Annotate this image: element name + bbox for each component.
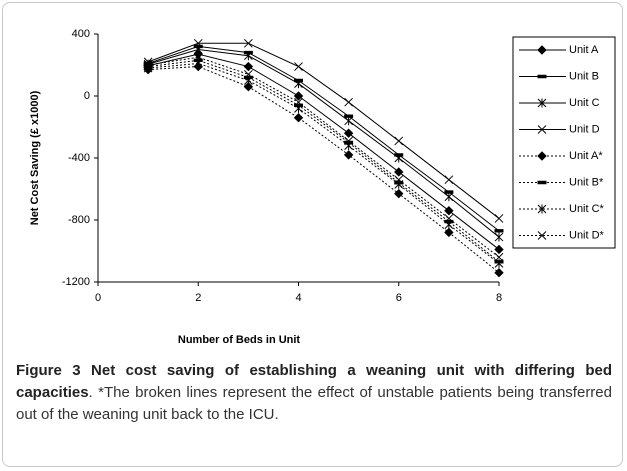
marker — [444, 227, 454, 238]
legend-label: Unit C — [569, 97, 600, 109]
caption-title: Net cost saving of establishing a weanin… — [16, 362, 612, 401]
x-tick-label: 4 — [295, 292, 301, 304]
caption-text: . *The broken lines represent the effect… — [16, 384, 612, 423]
legend-label: Unit A — [569, 44, 599, 56]
legend-box — [512, 36, 616, 249]
marker — [394, 136, 404, 146]
marker — [394, 167, 404, 177]
caption: Figure 3 Net cost saving of establishing… — [16, 360, 612, 426]
legend-label: Unit D — [569, 123, 600, 135]
legend-label: Unit A* — [569, 150, 603, 162]
marker — [344, 141, 353, 151]
marker — [444, 205, 454, 216]
marker — [294, 97, 303, 107]
figure-frame — [2, 2, 623, 467]
y-tick-label: 400 — [72, 28, 90, 40]
marker — [343, 128, 354, 138]
marker — [293, 91, 304, 101]
legend-label: Unit D* — [569, 229, 605, 241]
marker — [193, 45, 203, 54]
marker — [537, 125, 547, 134]
legend-label: Unit B* — [569, 176, 604, 188]
y-tick-label: -800 — [68, 214, 90, 226]
marker — [344, 97, 353, 107]
marker — [537, 180, 547, 185]
series-line — [147, 42, 500, 219]
marker — [444, 220, 454, 230]
marker — [494, 214, 504, 223]
marker — [494, 258, 504, 268]
marker — [143, 60, 153, 70]
marker — [394, 175, 404, 185]
marker — [344, 136, 353, 146]
marker — [394, 188, 404, 199]
marker — [294, 103, 303, 113]
marker — [494, 267, 504, 278]
legend-label: Unit C* — [569, 203, 605, 215]
marker — [343, 150, 354, 160]
y-tick-label: -400 — [68, 152, 90, 164]
series-line — [147, 48, 500, 238]
marker — [243, 81, 254, 92]
marker — [494, 232, 504, 242]
marker — [537, 204, 547, 214]
series-line — [148, 53, 500, 250]
marker — [537, 74, 547, 79]
marker — [537, 98, 547, 108]
marker — [494, 229, 504, 233]
x-tick-label: 2 — [195, 292, 201, 304]
marker — [193, 38, 203, 48]
marker — [394, 153, 404, 163]
marker — [193, 52, 203, 62]
x-tick-label: 0 — [95, 292, 101, 304]
marker — [294, 79, 303, 89]
chart: Number of Beds in Unit Net Cost Saving (… — [29, 28, 616, 346]
y-axis-title: Net Cost Saving (£ x1000) — [29, 90, 41, 225]
x-tick-label: 6 — [396, 292, 402, 304]
marker — [537, 45, 547, 55]
marker — [244, 51, 253, 61]
series-line — [148, 56, 500, 258]
x-axis-title: Number of Beds in Unit — [178, 334, 301, 346]
marker — [494, 244, 504, 255]
marker — [193, 58, 203, 68]
caption-label: Figure 3 — [16, 362, 81, 379]
marker — [537, 151, 547, 161]
marker — [444, 192, 454, 202]
marker — [244, 76, 253, 85]
marker — [344, 116, 353, 126]
series-line — [147, 45, 500, 232]
marker — [444, 175, 454, 185]
series-line — [148, 62, 500, 264]
marker — [444, 214, 454, 223]
marker — [143, 57, 153, 67]
marker — [537, 231, 547, 240]
marker — [494, 252, 504, 262]
marker — [293, 112, 304, 123]
marker — [244, 69, 253, 79]
marker — [294, 62, 303, 71]
marker — [244, 38, 253, 48]
series-line — [148, 66, 500, 274]
y-tick-label: -1200 — [62, 276, 90, 288]
marker — [243, 61, 254, 72]
x-tick-label: 8 — [496, 292, 502, 304]
series-line — [148, 59, 500, 263]
y-tick-label: 0 — [84, 90, 90, 102]
legend-label: Unit B — [569, 70, 599, 82]
